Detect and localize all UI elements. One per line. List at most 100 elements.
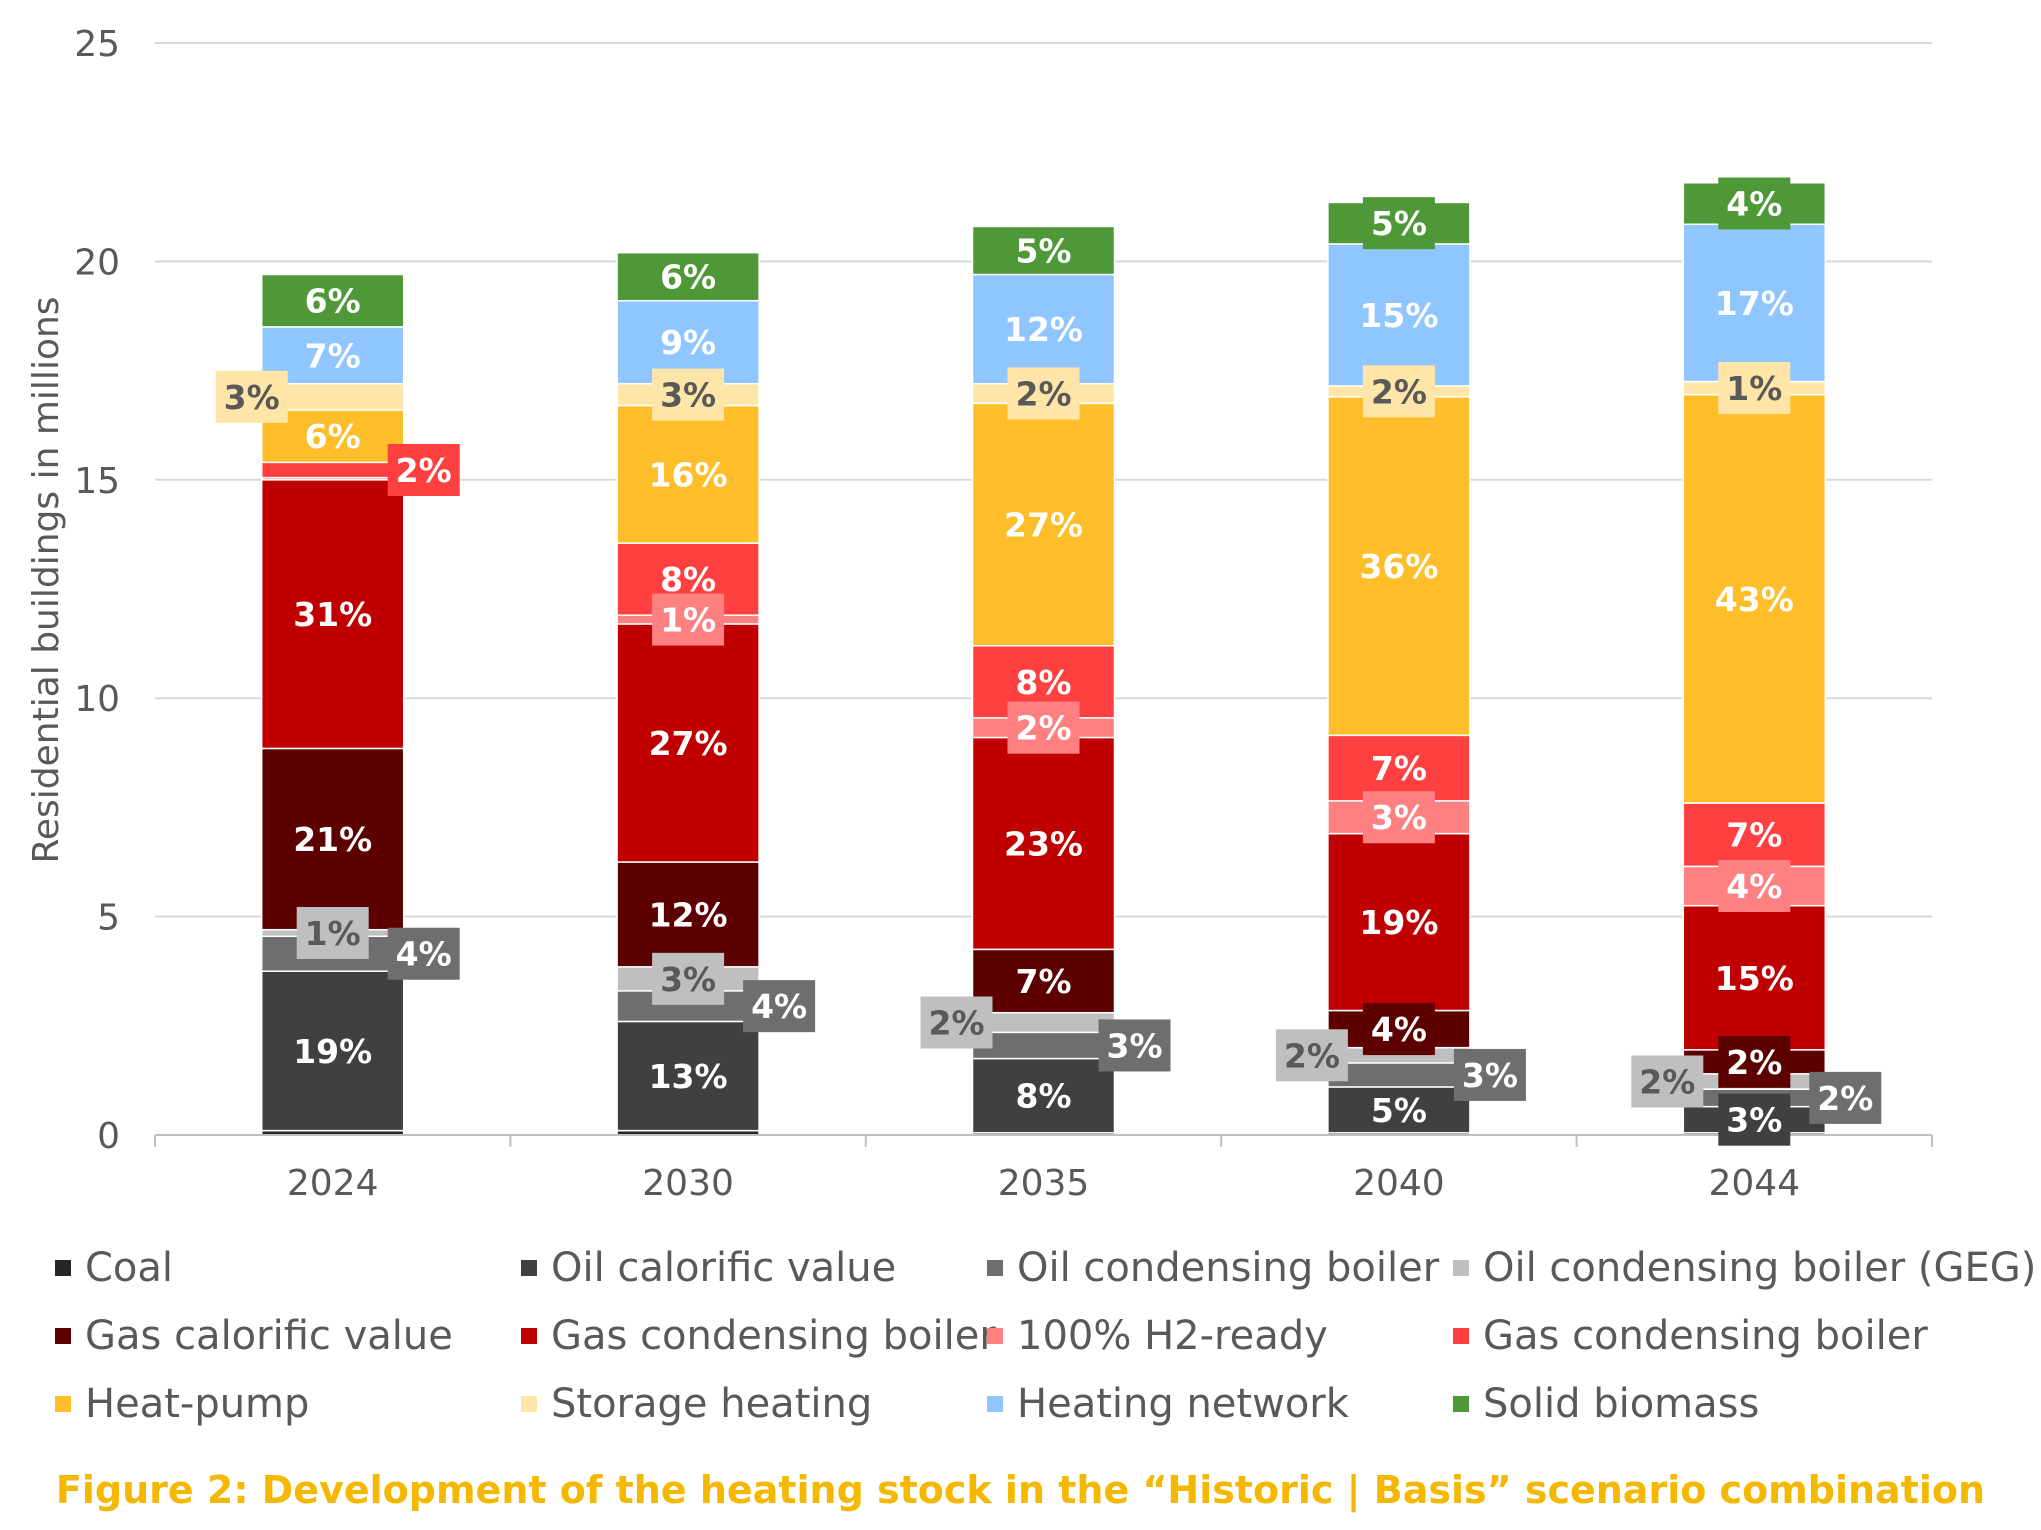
- data-label: 31%: [293, 595, 372, 634]
- y-tick-label: 5: [97, 898, 120, 939]
- legend-item: 100% H2-ready: [987, 1306, 1328, 1366]
- data-label: 43%: [1715, 580, 1794, 619]
- data-label-box: [1362, 365, 1435, 418]
- y-tick-label: 20: [74, 242, 120, 283]
- data-label: 7%: [1371, 749, 1427, 788]
- y-tick-label: 15: [74, 461, 120, 502]
- data-label-box: [652, 368, 725, 421]
- data-label: 1%: [305, 914, 361, 953]
- data-label: 6%: [660, 258, 716, 297]
- data-label-box: [1718, 177, 1791, 230]
- bar-segment: [260, 970, 405, 1132]
- bar-segment: [971, 225, 1116, 276]
- data-label-box: [1718, 1093, 1791, 1146]
- data-label: 2%: [1371, 372, 1427, 411]
- data-label: 8%: [1015, 1077, 1071, 1116]
- data-label: 2%: [1015, 375, 1071, 414]
- data-label: 2%: [1284, 1036, 1340, 1075]
- data-label: 4%: [1371, 1010, 1427, 1049]
- legend-label: 100% H2-ready: [1017, 1313, 1328, 1359]
- data-label: 2%: [928, 1004, 984, 1043]
- y-axis-ticks: 0 5 10 15 20 25: [74, 24, 120, 1157]
- data-label: 21%: [293, 820, 372, 859]
- legend-item: Solid biomass: [1453, 1374, 1759, 1434]
- data-label: 5%: [1371, 204, 1427, 243]
- data-label: 19%: [293, 1032, 372, 1071]
- bar-segment: [971, 1011, 1116, 1034]
- data-label: 27%: [1004, 506, 1083, 545]
- bar-segment: [1327, 1086, 1471, 1134]
- legend-swatch: [987, 1396, 1003, 1412]
- bars: [260, 182, 1827, 1136]
- data-label: 2%: [1817, 1079, 1873, 1118]
- legend-swatch: [1453, 1328, 1469, 1344]
- data-label-box: [1453, 1048, 1526, 1101]
- bar-segment: [971, 736, 1116, 951]
- data-label-box: [920, 996, 993, 1049]
- data-label-box: [215, 370, 288, 423]
- bar-segment: [971, 948, 1116, 1014]
- legend-label: Gas condensing boiler: [551, 1313, 996, 1359]
- data-label: 23%: [1004, 824, 1083, 863]
- data-label-box: [1362, 197, 1435, 250]
- data-label: 15%: [1359, 296, 1438, 335]
- data-label-box: [1718, 860, 1791, 913]
- data-label: 5%: [1371, 1091, 1427, 1130]
- legend-label: Solid biomass: [1483, 1381, 1760, 1427]
- data-label: 3%: [1726, 1101, 1782, 1140]
- data-label-box: [387, 443, 460, 496]
- data-label: 19%: [1359, 903, 1438, 942]
- x-axis: 2024 2030 2035 2040 2044: [154, 1134, 1933, 1204]
- legend-label: Oil condensing boiler: [1017, 1245, 1440, 1291]
- y-tick-label: 25: [74, 24, 120, 65]
- stacked-bar-chart: 0 5 10 15 20 25 Residential buildings in mill…: [26, 24, 1933, 1204]
- legend-item: Storage heating: [521, 1374, 872, 1434]
- data-label-box: [1718, 362, 1791, 415]
- legend-item: Heat-pump: [55, 1374, 309, 1434]
- bar-segment: [971, 1031, 1116, 1060]
- data-label: 12%: [1004, 310, 1083, 349]
- data-label: 6%: [305, 417, 361, 456]
- legend-item: Gas calorific value: [55, 1306, 453, 1366]
- data-label: 3%: [224, 378, 280, 417]
- data-label-box: [387, 927, 460, 980]
- x-tick-label: 2040: [1353, 1163, 1445, 1204]
- y-tick-label: 0: [97, 1116, 120, 1157]
- legend-item: Gas condensing boiler: [1453, 1306, 1928, 1366]
- data-label: 3%: [1462, 1056, 1518, 1095]
- legend-item: Heating network: [987, 1374, 1349, 1434]
- bar-segment: [616, 1020, 760, 1132]
- x-tick-label: 2044: [1708, 1163, 1800, 1204]
- legend-swatch: [987, 1328, 1003, 1344]
- data-label-box: [1362, 791, 1435, 844]
- data-label: 16%: [649, 455, 728, 494]
- data-label: 27%: [649, 724, 728, 763]
- data-label-box: [1275, 1029, 1348, 1082]
- data-label: 6%: [305, 282, 361, 321]
- figure-caption: Figure 2: Development of the heating sto…: [55, 1468, 1986, 1512]
- legend-swatch: [521, 1260, 537, 1276]
- data-label: 3%: [1371, 798, 1427, 837]
- x-tick-label: 2024: [287, 1163, 379, 1204]
- data-label: 1%: [1726, 369, 1782, 408]
- bar-segment: [260, 273, 405, 328]
- legend-swatch: [55, 1396, 71, 1412]
- legend-label: Coal: [85, 1245, 174, 1291]
- data-label: 7%: [1726, 816, 1782, 855]
- legend-item: Oil calorific value: [521, 1238, 896, 1298]
- data-label-box: [1007, 701, 1080, 754]
- bar-segment: [260, 461, 405, 479]
- data-label: 13%: [649, 1057, 728, 1096]
- data-labels: 19%4%1%21%31%2%6%3%7%6%13%4%3%12%27%1%8%…: [215, 177, 1882, 1146]
- data-label-box: [1362, 1003, 1435, 1056]
- data-label: 7%: [1015, 962, 1071, 1001]
- data-label-box: [1718, 1035, 1791, 1088]
- bar-segment: [616, 623, 760, 863]
- bar-segment: [616, 404, 760, 544]
- data-label: 12%: [649, 895, 728, 934]
- legend-swatch: [55, 1328, 71, 1344]
- y-tick-label: 10: [74, 679, 120, 720]
- legend-item: Oil condensing boiler: [987, 1238, 1439, 1298]
- legend-label: Heat-pump: [85, 1381, 310, 1427]
- bar-segment: [616, 251, 760, 302]
